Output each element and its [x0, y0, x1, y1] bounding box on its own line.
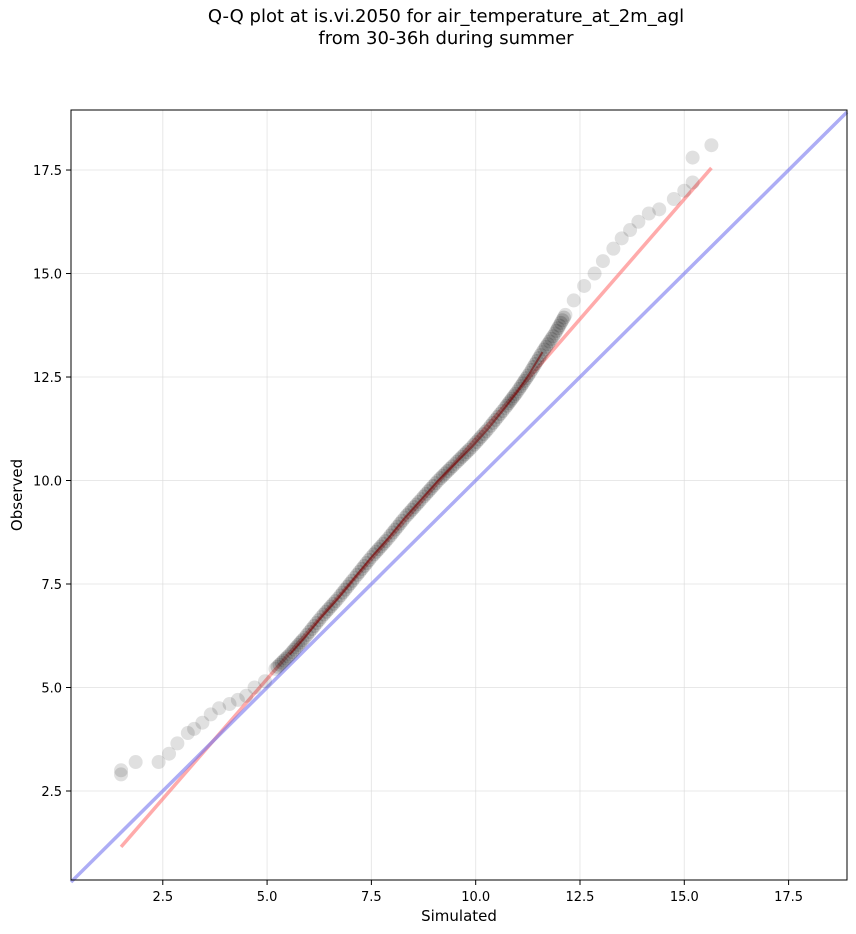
quantile-point [704, 138, 719, 153]
x-tick-label: 10.0 [461, 890, 490, 905]
chart-title: Q-Q plot at is.vi.2050 for air_temperatu… [0, 6, 856, 50]
quantile-point [187, 721, 202, 736]
quantile-point [170, 736, 185, 751]
quantile-point [666, 192, 681, 207]
quantile-point [553, 315, 568, 330]
quantile-point [652, 202, 667, 217]
quantile-point [544, 331, 559, 346]
quantile-point [203, 707, 218, 722]
y-tick-label: 12.5 [33, 371, 62, 386]
quantile-point [272, 657, 287, 672]
quantile-point [685, 150, 700, 165]
x-axis-label: Simulated [421, 907, 497, 925]
quantile-point [128, 755, 143, 770]
x-tick-label: 15.0 [670, 890, 699, 905]
quantile-point [547, 326, 562, 341]
y-tick-label: 10.0 [33, 475, 62, 490]
quantile-point [230, 692, 245, 707]
quantile-point [685, 175, 700, 190]
y-tick-label: 15.0 [33, 268, 62, 283]
quantile-point [558, 307, 573, 322]
y-axis-label: Observed [8, 459, 26, 531]
quantile-point [540, 337, 555, 352]
quantile-point [614, 231, 629, 246]
quantile-point [278, 651, 293, 666]
quantile-point [555, 313, 570, 328]
quantile-point [258, 674, 272, 689]
reference-lines [69, 110, 849, 884]
quantile-point [623, 223, 638, 238]
quantile-point [606, 241, 621, 256]
y-tick-label: 17.5 [33, 164, 62, 179]
quantile-point [677, 183, 692, 198]
identity-line [69, 110, 849, 884]
quantile-point [550, 321, 565, 336]
x-axis-ticks: 2.5 5.0 7.5 10.0 12.5 15.0 17.5 [152, 880, 803, 905]
grid [71, 110, 847, 880]
quantile-point [276, 653, 291, 668]
chart-title-line-1: Q-Q plot at is.vi.2050 for air_temperatu… [207, 6, 685, 27]
quantile-point [552, 318, 567, 333]
quantile-point [556, 310, 571, 325]
quantile-point [222, 697, 237, 712]
x-tick-label: 7.5 [361, 890, 382, 905]
quantile-point [542, 334, 557, 349]
quantile-point [546, 329, 561, 344]
quantile-point [151, 755, 166, 770]
x-tick-label: 12.5 [566, 890, 595, 905]
quantile-point [270, 659, 285, 674]
y-tick-label: 2.5 [41, 785, 62, 800]
quantile-point [212, 701, 227, 716]
y-tick-label: 7.5 [41, 578, 62, 593]
quantile-point [239, 688, 254, 703]
quantile-point [549, 323, 564, 338]
y-axis-ticks: 2.5 5.0 7.5 10.0 12.5 15.0 17.5 [33, 164, 71, 800]
chart-title-line-2: from 30-36h during summer [318, 28, 574, 49]
quantile-points [114, 138, 719, 782]
quantile-point [641, 206, 656, 221]
quantile-point [631, 214, 646, 229]
quantile-point [162, 746, 177, 761]
quantile-point [566, 293, 581, 308]
quantile-point [180, 726, 195, 741]
quantile-point [114, 767, 129, 782]
x-tick-label: 17.5 [774, 890, 803, 905]
quantile-point [268, 661, 283, 676]
quantile-point [247, 680, 262, 695]
x-tick-label: 2.5 [152, 890, 173, 905]
quantile-point [195, 715, 210, 730]
quantile-point [114, 763, 129, 778]
plot-frame [70, 109, 848, 881]
quantile-trace [289, 351, 544, 656]
quantile-point [539, 339, 554, 354]
quantile-point [577, 278, 592, 293]
quantile-point [595, 254, 610, 269]
y-tick-label: 5.0 [41, 682, 62, 697]
quantile-point [587, 266, 602, 281]
x-tick-label: 5.0 [257, 890, 278, 905]
quantile-point [274, 655, 289, 670]
quantile-point [537, 342, 552, 357]
